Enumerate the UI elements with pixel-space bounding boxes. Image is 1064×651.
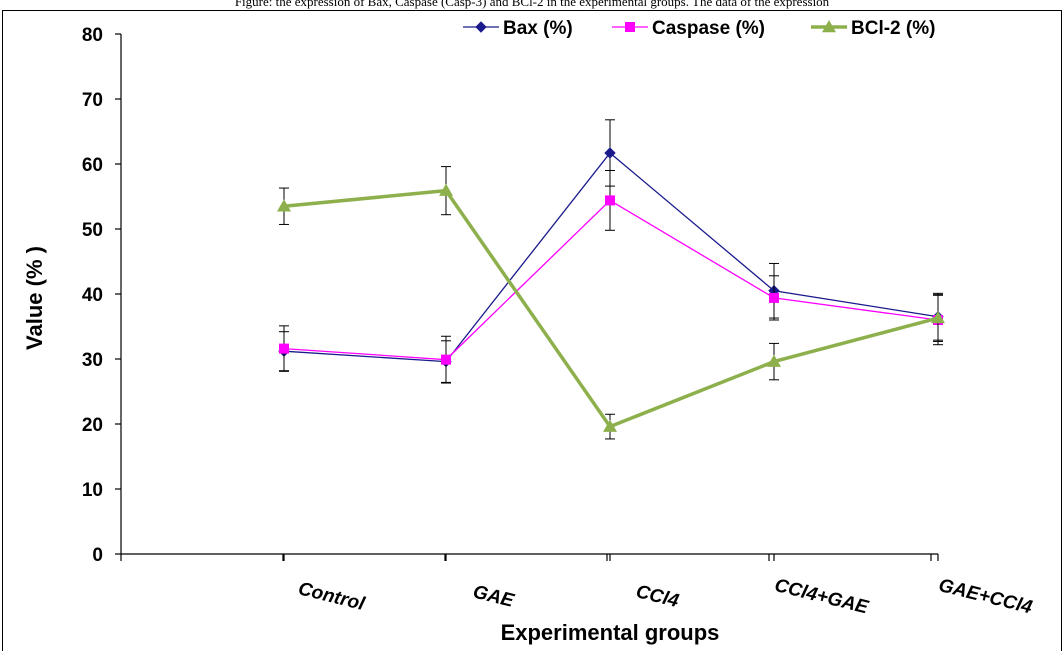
legend-item: BCl-2 (%) [811,18,935,39]
x-tick-label: GAE+CCl4 [936,575,1034,619]
x-tick-label: GAE [471,581,517,612]
x-tick-label: CCl4 [634,581,682,612]
y-tick-label: 30 [82,350,103,371]
legend-label: Bax (%) [503,18,573,39]
y-tick-label: 0 [92,545,103,566]
x-axis-title: Experimental groups [501,620,720,645]
legend-label: Caspase (%) [652,18,765,39]
legend-label: BCl-2 (%) [851,18,935,39]
legend-marker [475,21,487,33]
chart-frame [2,10,1062,651]
y-tick-label: 20 [82,415,103,436]
y-axis-title: Value (% ) [22,246,47,350]
legend-marker [822,20,836,33]
y-tick-label: 10 [82,480,103,501]
x-tick-label: CCl4+GAE [772,575,871,619]
data-point [279,343,289,354]
data-point [439,183,453,196]
data-point [767,354,781,367]
y-tick-label: 60 [82,155,103,176]
legend-marker [625,22,635,32]
data-point [605,195,615,206]
data-point [604,147,616,159]
y-tick-label: 80 [82,25,103,46]
series-line [283,188,939,429]
legend: Bax (%) Caspase (%) BCl-2 (%) [463,18,935,39]
axes-layer: 0 10 20 30 40 50 60 70 80 Control GAE CCl4 CCl4+GAE G… [82,25,1035,619]
data-point [931,311,945,324]
legend-item: Bax (%) [463,18,573,39]
y-tick-label: 70 [82,90,103,111]
legend-item: Caspase (%) [612,18,765,39]
y-tick-label: 50 [82,220,103,241]
series-bcl-2 [277,166,945,440]
data-point [603,419,617,432]
data-point [277,199,291,212]
series-layer [277,119,945,440]
series-caspase [279,170,943,384]
data-point [441,354,451,365]
figure-caption: Figure: the expression of Bax, Caspase (… [234,0,830,9]
x-tick-label: Control [296,578,367,615]
series-line [283,152,939,363]
data-point [769,292,779,303]
y-tick-label: 40 [82,285,103,306]
series-line [283,199,939,361]
